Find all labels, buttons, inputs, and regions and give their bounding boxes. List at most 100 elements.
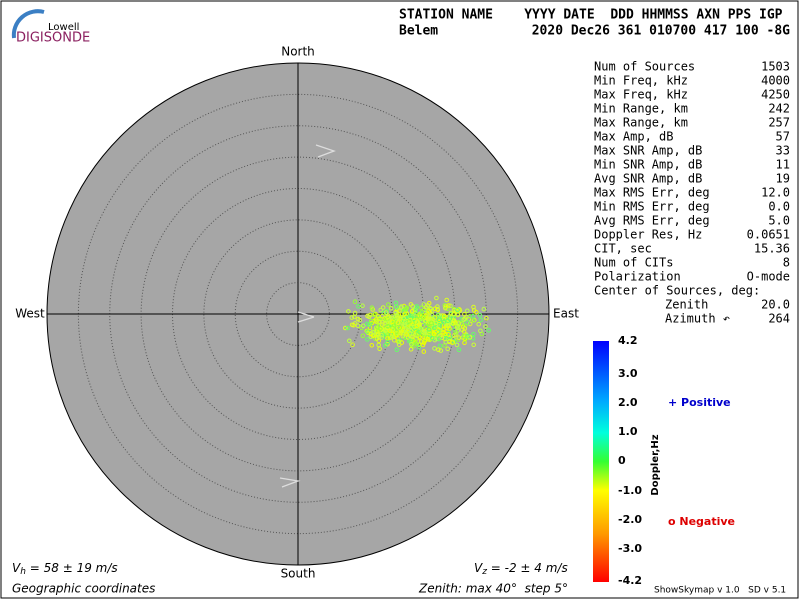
source-dot [394, 329, 399, 334]
source-dot [477, 312, 483, 318]
source-dot [462, 326, 468, 331]
source-dot [402, 311, 408, 317]
source-dot [383, 328, 388, 334]
source-dot [395, 320, 401, 326]
param-value: 8 [783, 256, 790, 270]
colorbar-title: Doppler,Hz [650, 434, 661, 495]
source-dot [352, 314, 357, 320]
source-dot [431, 331, 437, 337]
source-dot [390, 319, 395, 325]
source-dot [470, 313, 476, 319]
source-dot [394, 315, 400, 321]
param-value: O-mode [747, 270, 790, 284]
source-dot [346, 309, 351, 314]
source-dot [371, 312, 377, 318]
source-dot [367, 325, 373, 331]
colorbar-label: -1.0 [618, 484, 642, 497]
source-dot [385, 340, 390, 345]
param-value: 242 [768, 102, 790, 116]
source-dot [450, 340, 456, 345]
source-dot [379, 322, 385, 327]
source-dot [350, 342, 355, 348]
param-value: 33 [776, 144, 790, 158]
param-label: Max Amp, dB [594, 130, 673, 144]
source-dot [356, 304, 361, 309]
source-dot [444, 297, 450, 303]
source-dot [401, 316, 407, 321]
colorbar-label: 0 [618, 454, 626, 467]
source-dot [376, 331, 381, 337]
source-dot [483, 324, 488, 329]
vh-text: Vh = 58 ± 19 m/s [12, 561, 118, 577]
param-label: Avg RMS Err, deg [594, 214, 710, 228]
source-dot [393, 310, 398, 316]
source-dot [429, 335, 435, 341]
source-dot [380, 320, 386, 325]
source-dot [426, 308, 432, 314]
legend-negative: o Negative [668, 515, 735, 528]
source-dot [465, 308, 470, 314]
colorbar-label: -4.2 [618, 574, 642, 587]
zenith-text: Zenith: max 40° step 5° [418, 582, 568, 596]
source-dot [453, 330, 459, 335]
source-dot [386, 302, 391, 307]
source-dot [461, 333, 467, 339]
source-dot [399, 340, 405, 345]
source-dot [418, 314, 423, 320]
param-value: 5.0 [768, 214, 790, 228]
param-label: Num of Sources [594, 60, 695, 74]
colorbar-label: -2.0 [618, 513, 642, 526]
source-dot [481, 306, 487, 312]
logo-name: DIGISONDE [16, 31, 90, 46]
param-label: Avg SNR Amp, dB [594, 172, 702, 186]
source-dot [437, 343, 443, 349]
param-label: Min SNR Amp, dB [594, 158, 702, 172]
source-dot [443, 339, 449, 345]
logo-arc [11, 9, 45, 39]
source-dot [462, 336, 468, 341]
param-label: Max RMS Err, deg [594, 186, 710, 200]
source-dot [455, 312, 461, 317]
param-value: 1503 [761, 60, 790, 74]
center-title: Center of Sources, deg: [594, 284, 760, 298]
source-dot [403, 326, 409, 332]
colorbar [593, 341, 609, 582]
source-dot [420, 342, 426, 348]
source-dot [371, 330, 377, 335]
param-value: 0.0 [768, 200, 790, 214]
source-dot [464, 314, 469, 320]
param-label: Max Range, km [594, 116, 688, 130]
param-label: Min Range, km [594, 102, 688, 116]
colorbar-labels: 4.2 3.0 2.0 1.0 0 -1.0 -2.0 -3.0 -4.2 [618, 334, 642, 587]
source-dot [409, 334, 415, 340]
source-dot [397, 325, 403, 330]
param-value: 15.36 [754, 242, 790, 256]
param-value: 12.0 [761, 186, 790, 200]
sources [343, 295, 492, 354]
source-dot [443, 331, 448, 337]
source-dot [418, 335, 423, 340]
source-dot [432, 346, 437, 351]
source-dot [347, 338, 352, 344]
param-value: 257 [768, 116, 790, 130]
source-dot [421, 315, 426, 320]
source-dot [429, 312, 435, 318]
source-dot [374, 319, 379, 324]
source-dot [441, 319, 447, 325]
source-dot [474, 309, 479, 315]
source-dot [369, 305, 375, 311]
center-value: 264 [768, 312, 790, 326]
source-dot [458, 321, 464, 326]
source-dot [410, 303, 415, 309]
source-dot [429, 320, 434, 326]
source-dot [435, 327, 441, 333]
source-dot [446, 303, 451, 308]
legend-positive: + Positive [668, 396, 731, 409]
source-dot [365, 337, 370, 342]
source-dot [385, 341, 390, 347]
param-value: 11 [776, 158, 790, 172]
source-dot [418, 326, 424, 331]
source-dot [376, 319, 382, 324]
source-dot [415, 319, 420, 324]
